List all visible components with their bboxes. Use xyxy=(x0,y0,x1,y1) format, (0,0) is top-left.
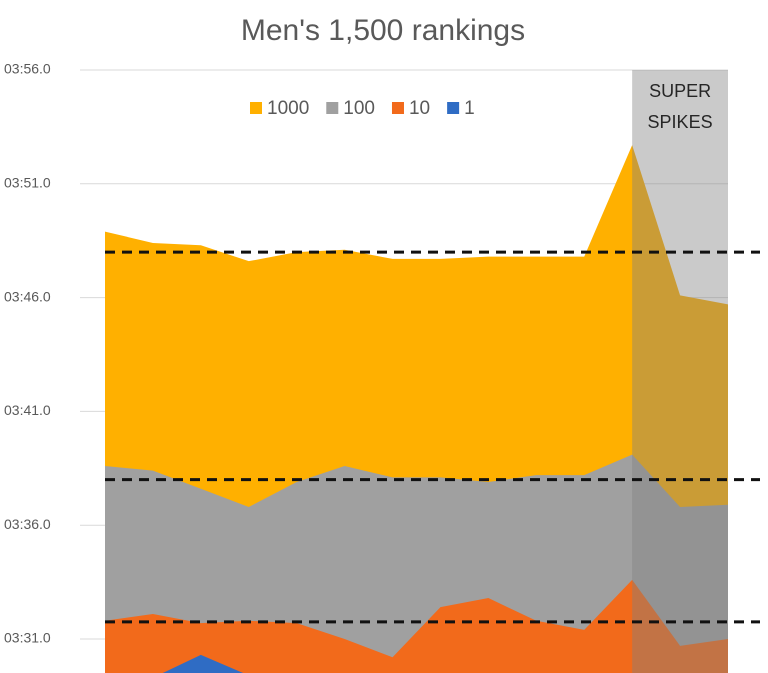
highlight-label: SPIKES xyxy=(648,112,713,132)
chart-title: Men's 1,500 rankings xyxy=(241,14,525,47)
y-tick-label: 03:36.0 xyxy=(4,516,51,532)
highlight-band xyxy=(632,70,728,673)
area xyxy=(105,579,728,673)
y-tick-label: 03:56.0 xyxy=(4,61,51,77)
y-tick-label: 03:51.0 xyxy=(4,175,51,191)
legend-swatch xyxy=(250,102,262,114)
highlight-label: SUPER xyxy=(649,81,711,101)
legend-swatch xyxy=(391,102,404,114)
area xyxy=(105,654,728,673)
area xyxy=(105,454,728,673)
plot-area xyxy=(105,145,728,673)
legend-label: 10 xyxy=(409,98,430,119)
legend-swatch xyxy=(326,102,339,114)
y-tick-label: 03:31.0 xyxy=(4,630,51,646)
y-tick-label: 03:41.0 xyxy=(4,402,51,418)
overlay: SUPER SPIKES 1000 100 10 1 xyxy=(105,70,760,673)
legend-label: 1 xyxy=(464,98,475,119)
legend-label: 1000 xyxy=(267,98,309,119)
legend-swatch xyxy=(447,102,460,114)
legend-label: 100 xyxy=(343,98,375,119)
y-tick-label: 03:46.0 xyxy=(4,288,51,304)
